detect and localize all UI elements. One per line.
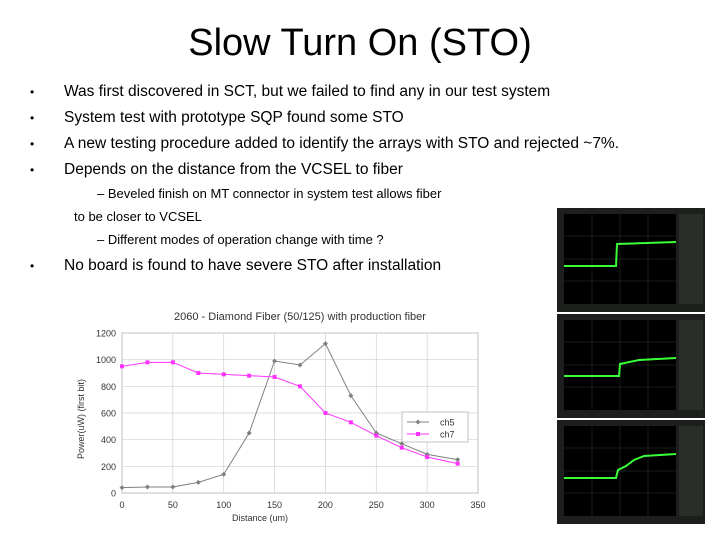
bullet-dot: • — [30, 259, 35, 273]
x-tick-label: 50 — [168, 500, 178, 510]
x-tick-label: 300 — [420, 500, 435, 510]
data-point-ch7 — [196, 371, 201, 375]
x-tick-label: 250 — [369, 500, 384, 510]
x-tick-label: 200 — [318, 500, 333, 510]
series-line-ch7 — [121, 361, 458, 465]
bullet-dot: • — [30, 163, 35, 177]
slide-title: Slow Turn On (STO) — [188, 22, 532, 64]
data-point-ch5 — [246, 430, 252, 436]
bullet-dot: • — [30, 137, 35, 151]
scope-trace — [564, 426, 677, 516]
data-point-ch5 — [322, 341, 328, 347]
data-point-ch5 — [221, 471, 227, 477]
bullet-item: • Depends on the distance from the VCSEL… — [30, 160, 710, 186]
scope-screen — [564, 214, 677, 304]
data-point-ch5 — [399, 441, 405, 447]
y-tick-label: 1200 — [96, 329, 116, 339]
legend-marker-ch7 — [416, 432, 420, 436]
bullet-text: Depends on the distance from the VCSEL t… — [64, 161, 403, 178]
scope-side-panel — [679, 214, 703, 304]
legend-label-ch7: ch7 — [440, 430, 455, 440]
legend-box — [401, 411, 469, 443]
scope-trace — [564, 214, 677, 304]
data-point-ch7 — [399, 445, 404, 450]
data-point-ch5 — [170, 484, 176, 490]
y-tick-label: 400 — [101, 435, 116, 445]
data-point-ch7 — [455, 461, 460, 466]
bullet-text: System test with prototype SQP found som… — [64, 109, 404, 126]
y-axis-label: Power(uW) (first bit) — [76, 379, 86, 459]
scope-screen — [564, 426, 677, 516]
data-point-ch7 — [145, 360, 150, 365]
legend-label-ch5: ch5 — [440, 418, 455, 428]
sub-bullet-1: – Beveled finish on MT connector in syst… — [97, 186, 442, 201]
data-point-ch7 — [348, 420, 353, 425]
data-point-ch7 — [298, 384, 302, 389]
scope-trace — [564, 320, 677, 410]
data-point-ch7 — [170, 360, 175, 365]
bullet-text: No board is found to have severe STO aft… — [64, 257, 442, 274]
data-point-ch7 — [272, 375, 277, 379]
bullet-dot: • — [30, 111, 35, 125]
data-point-ch7 — [323, 411, 328, 415]
sub-bullet-1-continued: to be closer to VCSEL — [74, 209, 202, 224]
y-tick-label: 0 — [111, 489, 116, 499]
data-point-ch5 — [272, 358, 278, 364]
bullet-list: • Was first discovered in SCT, but we fa… — [30, 82, 710, 186]
oscilloscope-capture — [557, 314, 705, 418]
scope-side-panel — [679, 426, 703, 516]
data-point-ch7 — [425, 455, 430, 459]
y-tick-label: 200 — [101, 462, 116, 472]
y-tick-label: 1000 — [96, 355, 116, 365]
data-point-ch5 — [195, 479, 201, 485]
data-point-ch5 — [455, 457, 461, 463]
data-point-ch5 — [119, 485, 125, 491]
bullet-dot: • — [30, 85, 35, 99]
sub-bullet-2: – Different modes of operation change wi… — [97, 232, 384, 247]
chart-title: 2060 - Diamond Fiber (50/125) with produ… — [174, 311, 426, 323]
scope-screen — [564, 320, 677, 410]
data-point-ch7 — [247, 373, 252, 378]
power-vs-distance-chart: 2060 - Diamond Fiber (50/125) with produ… — [76, 311, 486, 523]
x-axis-label: Distance (um) — [232, 513, 288, 523]
data-point-ch7 — [374, 433, 379, 438]
data-point-ch5 — [297, 362, 303, 368]
x-tick-label: 350 — [470, 500, 485, 510]
y-tick-label: 600 — [101, 409, 116, 419]
bullet-item-last: • No board is found to have severe STO a… — [30, 256, 550, 282]
bullet-item: • System test with prototype SQP found s… — [30, 108, 710, 134]
oscilloscope-capture — [557, 420, 705, 524]
data-point-ch5 — [144, 484, 150, 490]
x-tick-label: 150 — [267, 500, 282, 510]
data-point-ch5 — [348, 393, 354, 399]
oscilloscope-captures — [557, 208, 705, 524]
data-point-ch7 — [120, 364, 124, 369]
x-tick-label: 0 — [119, 500, 124, 510]
x-tick-label: 100 — [216, 500, 231, 510]
data-point-ch7 — [221, 372, 226, 377]
oscilloscope-capture — [557, 208, 705, 312]
bullet-item: • A new testing procedure added to ident… — [30, 134, 710, 160]
bullet-text: A new testing procedure added to identif… — [64, 135, 620, 152]
legend-marker-ch5 — [415, 419, 421, 425]
scope-side-panel — [679, 320, 703, 410]
bullet-item: • Was first discovered in SCT, but we fa… — [30, 82, 710, 108]
y-tick-label: 800 — [101, 382, 116, 392]
bullet-text: Was first discovered in SCT, but we fail… — [64, 83, 551, 100]
series-line-ch5 — [121, 342, 458, 489]
